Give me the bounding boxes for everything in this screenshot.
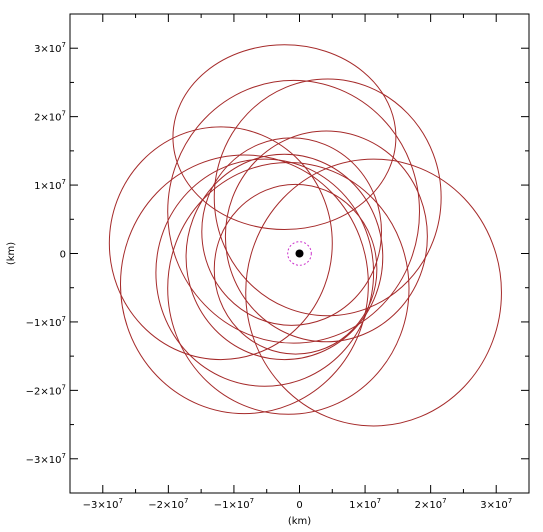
orbits-layer xyxy=(108,44,502,427)
x-tick-label-6-mantissa: 3×10 xyxy=(480,500,507,511)
orbit-ellipse-7 xyxy=(224,130,428,343)
y-tick-label-4: −1×107 xyxy=(26,315,66,329)
orbit-ellipse-4 xyxy=(155,158,375,387)
x-tick-label-4-mantissa: 1×10 xyxy=(349,500,376,511)
x-tick-label-1-exponent: 7 xyxy=(184,497,188,505)
central-body-ring xyxy=(287,241,312,266)
y-tick-label-0-mantissa: 3×10 xyxy=(34,44,61,55)
y-tick-label-5: −2×107 xyxy=(26,383,66,397)
y-tick-label-3-mantissa: 0 xyxy=(60,250,66,261)
x-tick-label-0-mantissa: −3×10 xyxy=(83,500,119,511)
x-tick-label-5-exponent: 7 xyxy=(442,497,446,505)
x-tick-label-1: −2×107 xyxy=(148,497,188,511)
y-tick-label-1-exponent: 7 xyxy=(62,110,66,118)
y-tick-label-3: 0 xyxy=(60,250,66,261)
y-tick-label-6-exponent: 7 xyxy=(62,452,66,460)
orbit-ellipse-1 xyxy=(172,44,397,231)
y-tick-label-6-mantissa: −3×10 xyxy=(26,455,62,466)
y-tick-label-4-exponent: 7 xyxy=(62,315,66,323)
y-tick-label-6: −3×107 xyxy=(26,452,66,466)
x-axis-label: (km) xyxy=(288,516,311,527)
y-tick-label-0-exponent: 7 xyxy=(62,41,66,49)
orbit-ellipse-11 xyxy=(119,154,369,415)
tick-labels-layer: −3×107 −2×107 −1×107 0 1×107 2×107 3×1073×1072… xyxy=(26,41,513,511)
y-axis-label: (km) xyxy=(6,242,17,265)
y-tick-label-1-mantissa: 2×10 xyxy=(34,113,61,124)
y-tick-label-0: 3×107 xyxy=(34,41,66,55)
y-tick-label-5-exponent: 7 xyxy=(62,383,66,391)
central-body-dot xyxy=(295,249,304,258)
ticks-layer xyxy=(70,14,529,493)
x-tick-label-3: 0 xyxy=(296,500,302,511)
y-tick-label-2-mantissa: 1×10 xyxy=(34,181,61,192)
x-tick-label-6: 3×107 xyxy=(480,497,512,511)
center-body-layer xyxy=(287,241,312,266)
x-tick-label-2-exponent: 7 xyxy=(250,497,254,505)
x-tick-label-3-mantissa: 0 xyxy=(296,500,302,511)
orbit-ellipse-8 xyxy=(201,137,382,326)
x-tick-label-2: −1×107 xyxy=(214,497,254,511)
orbit-ellipse-6 xyxy=(167,79,420,344)
y-tick-label-5-mantissa: −2×10 xyxy=(26,386,62,397)
x-tick-label-6-exponent: 7 xyxy=(508,497,512,505)
orbit-ellipse-3 xyxy=(108,126,333,361)
orbit-ellipse-2 xyxy=(213,78,442,317)
y-tick-label-4-mantissa: −1×10 xyxy=(26,318,62,329)
x-tick-label-2-mantissa: −1×10 xyxy=(214,500,250,511)
orbit-ellipse-9 xyxy=(245,158,502,427)
y-tick-label-2-exponent: 7 xyxy=(62,178,66,186)
y-tick-label-1: 2×107 xyxy=(34,110,66,124)
orbit-ellipse-10 xyxy=(167,161,410,415)
x-tick-label-5: 2×107 xyxy=(415,497,447,511)
x-tick-label-5-mantissa: 2×10 xyxy=(415,500,442,511)
x-tick-label-0: −3×107 xyxy=(83,497,123,511)
orbit-ellipse-5 xyxy=(185,153,384,361)
x-tick-label-0-exponent: 7 xyxy=(118,497,122,505)
y-tick-label-2: 1×107 xyxy=(34,178,66,192)
x-tick-label-1-mantissa: −2×10 xyxy=(148,500,184,511)
orbit-ellipse-12 xyxy=(213,183,378,355)
x-tick-label-4-exponent: 7 xyxy=(377,497,381,505)
x-tick-label-4: 1×107 xyxy=(349,497,381,511)
